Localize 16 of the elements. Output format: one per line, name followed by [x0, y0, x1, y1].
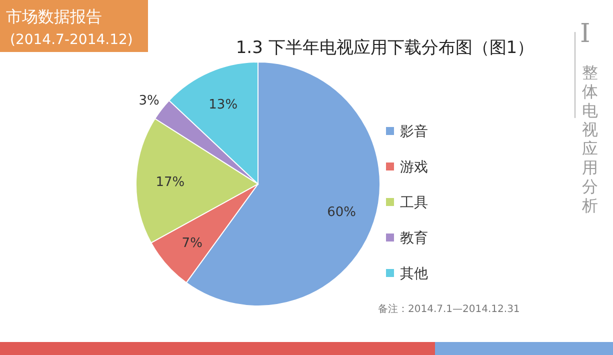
- data-label: 3%: [138, 94, 160, 109]
- text: 整体电视应用分析: [581, 63, 598, 215]
- data-label: 60%: [327, 205, 356, 220]
- chart-title: 1.3 下半年电视应用下载分布图（图1）: [236, 38, 534, 58]
- legend-label: 其他: [400, 266, 428, 282]
- legend-label: 游戏: [400, 160, 428, 176]
- text: (2014.7-2014.12): [10, 32, 133, 48]
- text: 市场数据报告: [6, 7, 102, 26]
- data-label: 17%: [156, 175, 185, 190]
- data-label: 13%: [208, 97, 238, 112]
- text: 备注：2014.7.1—2014.12.31: [378, 303, 520, 315]
- legend-label: 教育: [400, 230, 428, 246]
- legend-label: 工具: [400, 195, 428, 211]
- data-label: 7%: [182, 236, 202, 252]
- legend-label: 影音: [400, 124, 428, 140]
- text: I: [580, 19, 590, 49]
